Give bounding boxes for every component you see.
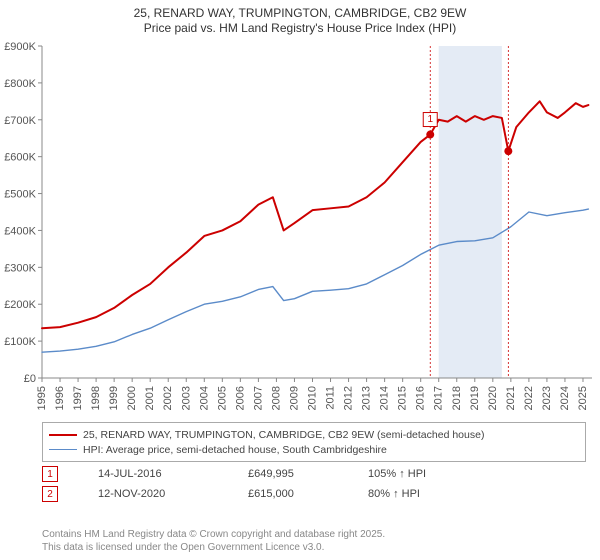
x-tick-label: 2021 xyxy=(505,386,517,410)
x-tick-label: 2000 xyxy=(126,386,138,410)
y-tick-label: £500K xyxy=(4,189,36,201)
x-tick-label: 1995 xyxy=(36,386,48,410)
x-tick-label: 2004 xyxy=(198,386,210,410)
sale-dot-1 xyxy=(426,131,434,139)
x-tick-label: 2024 xyxy=(559,386,571,410)
legend-box: 25, RENARD WAY, TRUMPINGTON, CAMBRIDGE, … xyxy=(42,422,586,462)
plot-svg: £0 £100K £200K £300K £400K £500K £600K £700K £80… xyxy=(0,40,600,414)
series-hpi xyxy=(42,209,588,352)
footer-line-1: Contains HM Land Registry data © Crown c… xyxy=(42,528,385,541)
attribution-footer: Contains HM Land Registry data © Crown c… xyxy=(42,528,385,554)
y-tick-label: £900K xyxy=(4,41,36,53)
sales-table: 114-JUL-2016£649,995105% ↑ HPI212-NOV-20… xyxy=(42,464,586,504)
x-tick-label: 2017 xyxy=(433,386,445,410)
sale-marker-icon: 2 xyxy=(42,486,58,502)
x-tick-label: 1996 xyxy=(54,386,66,410)
y-tick-label: £800K xyxy=(4,78,36,90)
x-tick-label: 2002 xyxy=(162,386,174,410)
sale-date: 12-NOV-2020 xyxy=(58,488,248,500)
x-tick-label: 2018 xyxy=(451,386,463,410)
chart-container: 25, RENARD WAY, TRUMPINGTON, CAMBRIDGE, … xyxy=(0,0,600,560)
x-tick-label: 2007 xyxy=(252,386,264,410)
legend-label: HPI: Average price, semi-detached house,… xyxy=(83,444,387,456)
x-tick-label: 2010 xyxy=(306,386,318,410)
x-tick-label: 1997 xyxy=(72,386,84,410)
plot-area: £0 £100K £200K £300K £400K £500K £600K £700K £80… xyxy=(0,40,600,414)
x-tick-label: 2011 xyxy=(325,386,337,410)
y-tick-label: £0 xyxy=(24,373,36,385)
legend-swatch xyxy=(49,434,77,436)
y-tick-label: £400K xyxy=(4,225,36,237)
x-tick-label: 2020 xyxy=(487,386,499,410)
sales-row-2: 212-NOV-2020£615,00080% ↑ HPI xyxy=(42,484,586,504)
legend-row-0: 25, RENARD WAY, TRUMPINGTON, CAMBRIDGE, … xyxy=(49,427,579,442)
sale-price: £649,995 xyxy=(248,468,368,480)
shaded-span xyxy=(439,46,502,378)
x-tick-label: 2003 xyxy=(180,386,192,410)
sale-pct: 80% ↑ HPI xyxy=(368,488,508,500)
legend-label: 25, RENARD WAY, TRUMPINGTON, CAMBRIDGE, … xyxy=(83,429,484,441)
legend-swatch xyxy=(49,449,77,450)
x-tick-label: 2014 xyxy=(379,386,391,410)
x-tick-label: 2012 xyxy=(343,386,355,410)
y-tick-label: £600K xyxy=(4,152,36,164)
legend-row-1: HPI: Average price, semi-detached house,… xyxy=(49,442,579,457)
y-tick-label: £300K xyxy=(4,262,36,274)
title-line-1: 25, RENARD WAY, TRUMPINGTON, CAMBRIDGE, … xyxy=(0,6,600,21)
x-tick-label: 2008 xyxy=(270,386,282,410)
x-tick-label: 2005 xyxy=(216,386,228,410)
sale-pct: 105% ↑ HPI xyxy=(368,468,508,480)
sales-row-1: 114-JUL-2016£649,995105% ↑ HPI xyxy=(42,464,586,484)
footer-line-2: This data is licensed under the Open Gov… xyxy=(42,541,385,554)
x-tick-label: 2009 xyxy=(288,386,300,410)
x-tick-label: 1999 xyxy=(108,386,120,410)
chart-title: 25, RENARD WAY, TRUMPINGTON, CAMBRIDGE, … xyxy=(0,0,600,36)
y-tick-label: £200K xyxy=(4,299,36,311)
sale-marker-icon: 1 xyxy=(42,466,58,482)
x-tick-label: 2019 xyxy=(469,386,481,410)
sale-date: 14-JUL-2016 xyxy=(58,468,248,480)
sale-dot-2 xyxy=(504,147,512,155)
x-tick-label: 2025 xyxy=(577,386,589,410)
series-price_paid xyxy=(42,101,588,328)
y-tick-label: £100K xyxy=(4,336,36,348)
x-tick-label: 2006 xyxy=(234,386,246,410)
x-tick-label: 2015 xyxy=(397,386,409,410)
title-line-2: Price paid vs. HM Land Registry's House … xyxy=(0,21,600,36)
x-tick-label: 1998 xyxy=(90,386,102,410)
sale-price: £615,000 xyxy=(248,488,368,500)
x-tick-label: 2022 xyxy=(523,386,535,410)
x-tick-label: 2023 xyxy=(541,386,553,410)
y-tick-label: £700K xyxy=(4,115,36,127)
sale-marker-num-1: 1 xyxy=(427,114,433,125)
x-tick-label: 2013 xyxy=(361,386,373,410)
x-tick-label: 2016 xyxy=(415,386,427,410)
x-tick-label: 2001 xyxy=(144,386,156,410)
